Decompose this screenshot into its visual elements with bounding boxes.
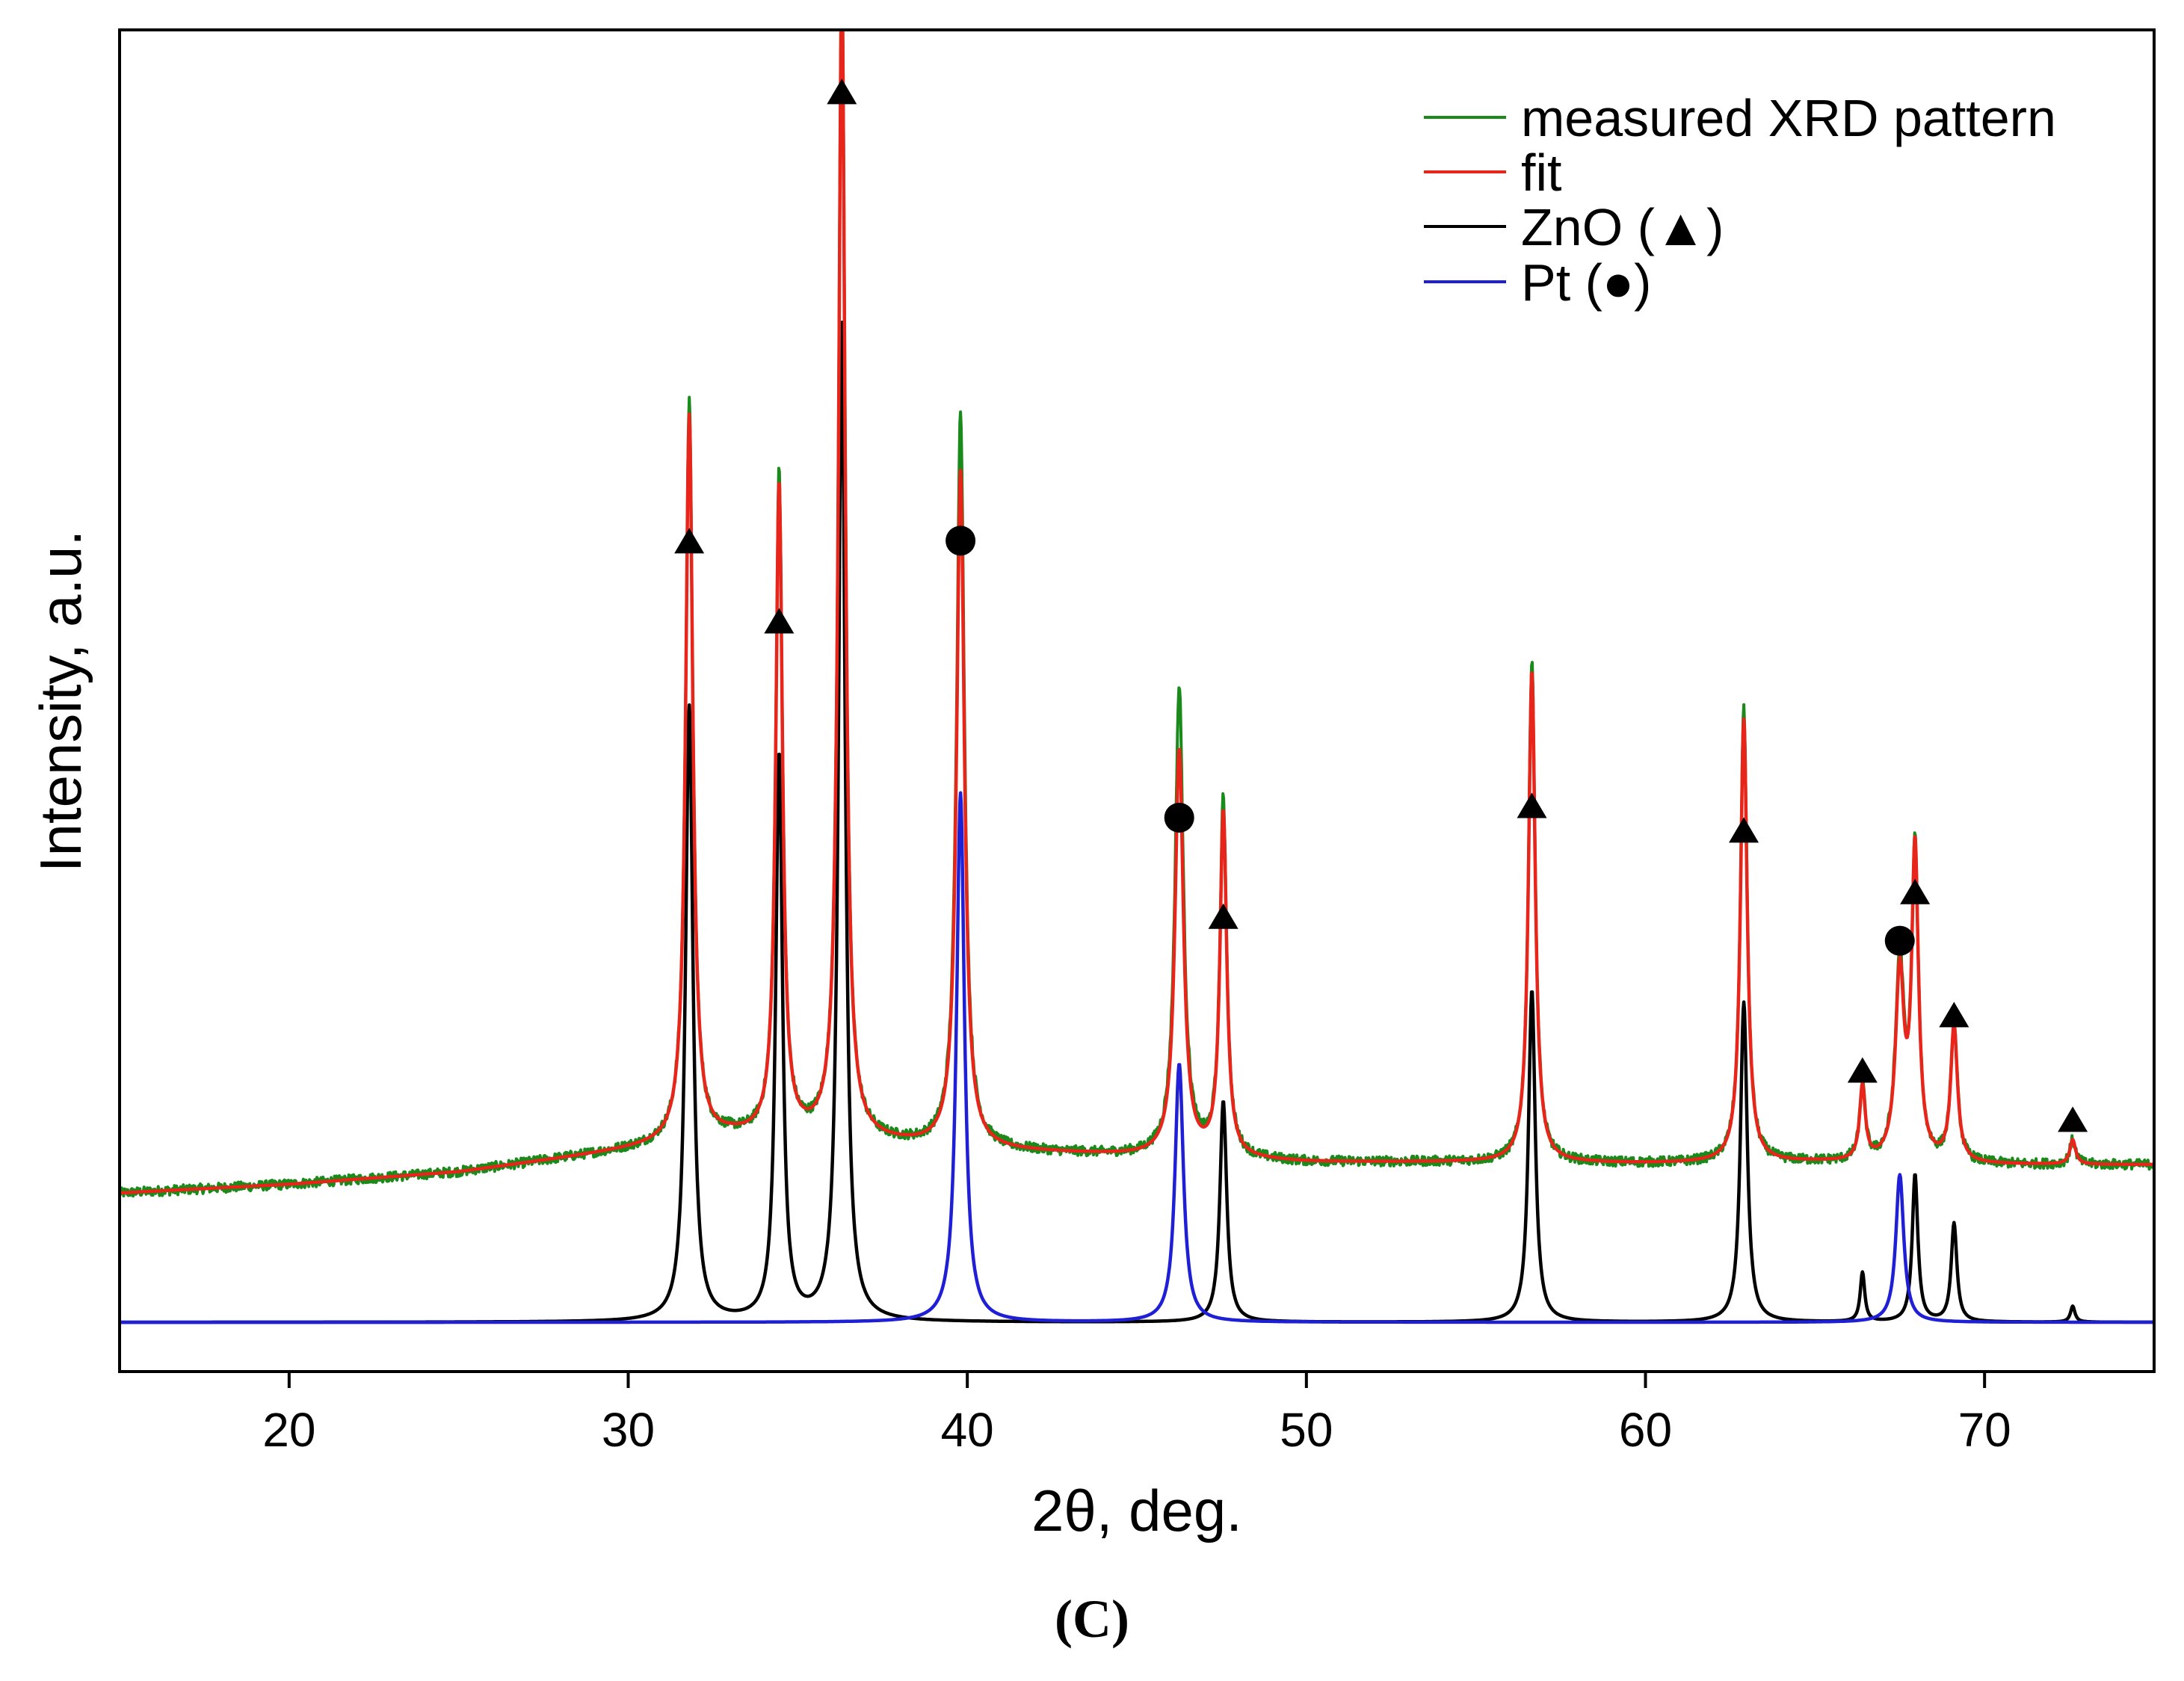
pt-peak-marker [946,525,976,556]
zno-peak-marker [1208,903,1238,929]
zno-peak-marker [1847,1057,1878,1083]
x-tick-label: 40 [941,1403,994,1457]
pt-peak-marker [1884,925,1915,956]
series-layer [120,30,2154,1324]
peak-marker-layer [674,78,2088,1132]
panel-label: (C) [1055,1589,1129,1649]
x-axis-ticks: 20 30 40 50 60 70 [262,1372,2011,1457]
zno-peak-marker [827,78,857,105]
zno-peak-marker [1517,792,1547,818]
y-axis-label: Intensity, a.u. [28,530,93,872]
zno-peak-marker [1939,1002,1969,1028]
zno-peak-marker [764,608,795,634]
x-tick-label: 60 [1619,1403,1672,1457]
plot-frame [118,28,2156,1373]
series-line-pt [120,791,2154,1324]
x-tick-label: 20 [262,1403,315,1457]
zno-peak-marker [1729,817,1759,843]
zno-peak-marker [2058,1106,2088,1132]
legend: measured XRD pattern fit ZnO (▲) Pt (●) [1424,89,2056,312]
legend-label-pt: Pt (●) [1521,253,1652,312]
x-tick-label: 30 [602,1403,655,1457]
legend-label-zno: ZnO (▲) [1521,198,1724,256]
x-tick-label: 50 [1280,1403,1333,1457]
x-tick-label: 70 [1958,1403,2011,1457]
zno-peak-marker [674,528,705,554]
x-axis-label: 2θ, deg. [1031,1478,1242,1543]
pt-peak-marker [1164,802,1194,833]
series-line-fit [120,30,2154,1195]
legend-label-measured: measured XRD pattern [1521,89,2056,147]
zno-peak-marker [1900,878,1931,904]
legend-label-fit: fit [1521,144,1561,202]
